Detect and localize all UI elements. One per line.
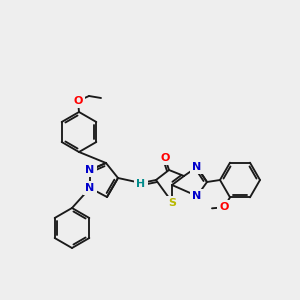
Text: O: O: [73, 96, 83, 106]
Text: O: O: [160, 153, 170, 163]
Text: N: N: [192, 162, 202, 172]
Text: N: N: [192, 191, 202, 201]
Text: S: S: [168, 198, 176, 208]
Text: N: N: [85, 165, 94, 175]
Text: O: O: [219, 202, 229, 212]
Text: N: N: [85, 183, 94, 193]
Text: H: H: [136, 179, 146, 189]
